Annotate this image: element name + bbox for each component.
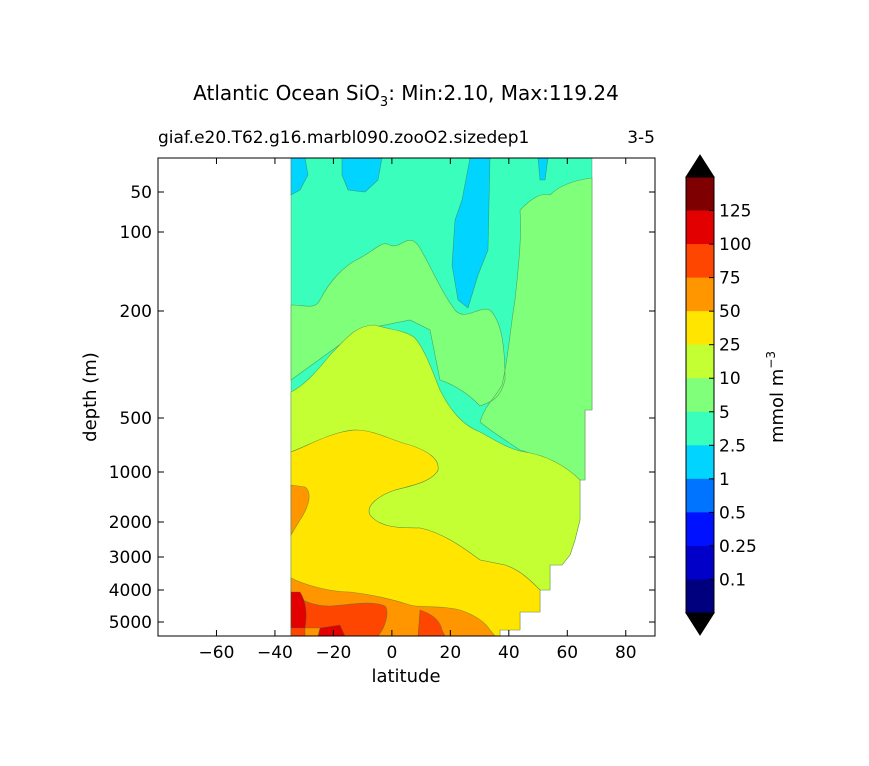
chart-subtitle-left: giaf.e20.T62.g16.marbl090.zooO2.sizedep1 (158, 128, 529, 148)
y-tick-label: 500 (120, 409, 152, 429)
colorbar (685, 154, 715, 636)
colorbar-swatch (686, 512, 714, 547)
colorbar-swatch (686, 378, 714, 413)
chart-title: Atlantic Ocean SiO3: Min:2.10, Max:119.2… (193, 81, 619, 110)
colorbar-swatch (686, 579, 714, 614)
colorbar-tick-label: 125 (719, 202, 751, 222)
region-1-2p5-b (341, 158, 383, 193)
chart-subtitle-right: 3-5 (627, 128, 655, 148)
colorbar-tick-label: 0.5 (719, 503, 746, 523)
colorbar-swatch (686, 177, 714, 212)
chart-title-suffix: : Min:2.10, Max:119.24 (388, 81, 619, 105)
colorbar-swatch (686, 210, 714, 245)
chart-title-subscript: 3 (380, 95, 388, 110)
x-tick-label: 60 (556, 643, 578, 663)
colorbar-tick-label: 50 (719, 302, 741, 322)
y-axis-label: depth (m) (80, 352, 101, 442)
y-tick-label: 4000 (109, 581, 152, 601)
y-tick-label: 3000 (109, 548, 152, 568)
colorbar-tick-label: 75 (719, 269, 741, 289)
x-tick-label: 0 (386, 643, 397, 663)
colorbar-tick-label: 100 (719, 235, 751, 255)
colorbar-frame (685, 176, 715, 614)
colorbar-swatch (686, 545, 714, 580)
colorbar-swatch (686, 445, 714, 480)
chart-title-prefix: Atlantic Ocean SiO (193, 81, 380, 105)
x-tick-label: 80 (615, 643, 637, 663)
colorbar-label: mmol m−3 (764, 351, 788, 443)
y-tick-label: 2000 (109, 513, 152, 533)
colorbar-tick-label: 2.5 (719, 436, 746, 456)
y-tick-label: 100 (120, 223, 152, 243)
plot-frame (157, 157, 656, 637)
x-tick-label: 40 (498, 643, 520, 663)
x-axis-label: latitude (371, 666, 440, 687)
region-25-50 (290, 429, 541, 636)
colorbar-swatch (686, 244, 714, 279)
region-75-100 (290, 591, 446, 636)
x-tick-label: −60 (199, 643, 235, 663)
colorbar-tick-label: 1 (719, 470, 730, 490)
colorbar-swatch (686, 344, 714, 379)
region-1-2p5-a (290, 158, 309, 196)
colorbar-swatch (686, 411, 714, 446)
region-50-75 (290, 484, 496, 636)
colorbar-tick-label: 5 (719, 403, 730, 423)
x-tick-label: −20 (315, 643, 351, 663)
y-axis: 50 100 200 500 1000 2000 3000 4000 5000 (109, 183, 655, 633)
y-tick-label: 200 (120, 302, 152, 322)
x-tick-label: 20 (440, 643, 462, 663)
colorbar-swatch (686, 478, 714, 513)
contour-field (290, 158, 593, 636)
x-tick-label: −40 (257, 643, 293, 663)
y-tick-label: 1000 (109, 463, 152, 483)
y-tick-label: 50 (130, 183, 152, 203)
x-axis: −60 −40 −20 0 20 40 60 80 (199, 158, 637, 663)
colorbar-swatch (686, 311, 714, 346)
region-50-75-gap (304, 627, 321, 636)
colorbar-tick-label: 10 (719, 369, 741, 389)
colorbar-label-text: mmol m (767, 369, 788, 443)
colorbar-tick-label: 25 (719, 336, 741, 356)
colorbar-ticks: 0.1 0.25 0.5 1 2.5 5 10 25 50 75 100 125 (709, 202, 757, 590)
region-1-2p5-c (451, 158, 491, 309)
colorbar-swatch (686, 277, 714, 312)
y-tick-label: 5000 (109, 613, 152, 633)
colorbar-label-sup: −3 (764, 351, 778, 369)
colorbar-tick-label: 0.1 (719, 570, 746, 590)
colorbar-extend-min (685, 612, 715, 636)
region-5-10 (290, 177, 593, 481)
region-1-2p5-d (537, 158, 549, 181)
colorbar-extend-max (685, 154, 715, 178)
colorbar-tick-label: 0.25 (719, 537, 757, 557)
